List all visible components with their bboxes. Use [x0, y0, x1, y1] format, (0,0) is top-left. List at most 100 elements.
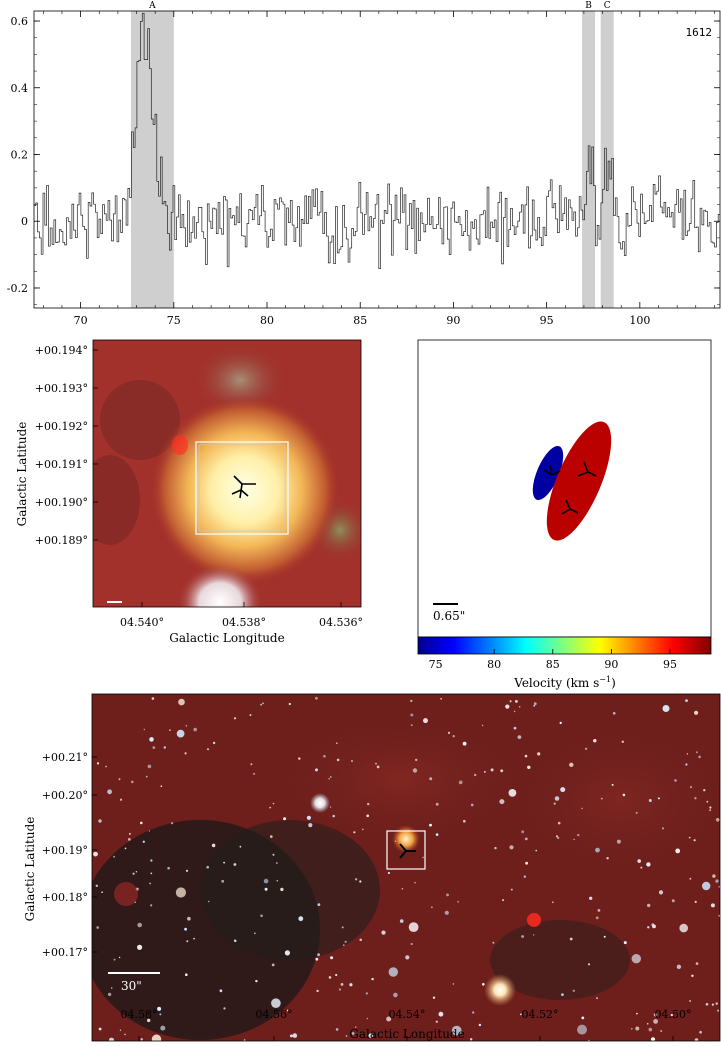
- colorbar-tick-label: 90: [604, 658, 618, 671]
- spectrum-xtick-label: 70: [74, 314, 88, 327]
- star: [187, 916, 191, 921]
- star: [393, 992, 398, 998]
- star: [410, 713, 414, 717]
- star: [361, 828, 364, 831]
- star: [206, 748, 210, 751]
- star: [354, 878, 358, 881]
- spectrum-label: 1612: [686, 26, 713, 39]
- star: [132, 872, 135, 875]
- star: [474, 773, 477, 777]
- star: [184, 752, 187, 755]
- wide-yticks: +00.21° +00.20° +00.19° +00.18° +00.17°: [42, 751, 97, 959]
- star: [386, 1016, 392, 1022]
- colorbar-tick-label: 75: [429, 658, 443, 671]
- spectrum-trace: [34, 12, 720, 269]
- star: [553, 802, 556, 805]
- star: [651, 923, 655, 927]
- star: [423, 718, 428, 724]
- star: [515, 700, 518, 703]
- star: [148, 830, 151, 832]
- star: [596, 997, 598, 999]
- region-a: [130, 11, 174, 308]
- star: [640, 866, 643, 869]
- star: [612, 712, 616, 715]
- star: [481, 724, 484, 727]
- star: [685, 763, 688, 766]
- star: [119, 1029, 122, 1031]
- star: [264, 887, 268, 891]
- star: [685, 699, 688, 702]
- star: [317, 903, 321, 906]
- star: [150, 872, 153, 875]
- star: [414, 881, 416, 884]
- star: [124, 1033, 126, 1036]
- star: [689, 877, 692, 880]
- star: [561, 993, 564, 996]
- star: [490, 768, 494, 772]
- velocity-map: 0.65" 75 80 85 90 95 Velocity (km s−1): [417, 339, 712, 690]
- spectrum-ytick-label: -0.2: [7, 282, 28, 295]
- star: [359, 938, 363, 942]
- star: [96, 926, 99, 929]
- star: [128, 832, 131, 835]
- star: [107, 992, 112, 997]
- star: [108, 1037, 115, 1041]
- star: [524, 837, 528, 841]
- star: [270, 835, 273, 838]
- star: [288, 702, 291, 706]
- star: [298, 916, 304, 922]
- wide-ytick-label: +00.17°: [42, 946, 88, 959]
- star: [661, 827, 665, 830]
- region-b: [582, 11, 596, 308]
- star: [537, 752, 541, 756]
- star: [431, 906, 433, 909]
- wide-xtick-label: 04.56°: [256, 1008, 293, 1021]
- star: [262, 702, 264, 705]
- star: [233, 717, 237, 720]
- zoom-yticks: +00.194° +00.193° +00.192° +00.191° +00.190°…: [35, 344, 98, 547]
- velocity-map-panel: 0.65" 75 80 85 90 95 Velocity (km s−1): [400, 330, 721, 690]
- star: [365, 992, 369, 995]
- bright-star: [484, 974, 516, 1006]
- star: [271, 998, 281, 1008]
- star: [193, 727, 197, 732]
- star: [653, 1019, 658, 1024]
- star: [150, 904, 153, 907]
- star: [366, 814, 370, 818]
- star: [239, 845, 242, 848]
- star: [368, 1033, 373, 1038]
- star: [513, 710, 516, 713]
- star: [131, 780, 134, 784]
- star: [163, 746, 166, 749]
- spectrum-ytick-label: 0.2: [11, 148, 29, 161]
- star: [292, 1033, 298, 1038]
- star: [637, 859, 641, 863]
- star: [446, 893, 449, 897]
- wide-xtick-label: 04.52°: [522, 1008, 559, 1021]
- star: [375, 762, 377, 765]
- star: [535, 849, 537, 852]
- star: [581, 1016, 585, 1020]
- star: [623, 941, 627, 945]
- spectrum-ytick-label: 0: [21, 215, 28, 228]
- star: [557, 836, 560, 839]
- spectrum-ytick-label: 0.4: [11, 82, 29, 95]
- star: [140, 821, 143, 825]
- star: [178, 698, 185, 706]
- spectrum-xtick-label: 90: [446, 314, 460, 327]
- star: [381, 930, 386, 935]
- star: [335, 1028, 339, 1031]
- star: [193, 937, 196, 940]
- star: [452, 735, 455, 738]
- star: [711, 1003, 715, 1006]
- star: [405, 955, 410, 960]
- wide-xticks: 04.58° 04.56° 04.54° 04.52° 04.50°: [121, 1008, 692, 1041]
- star: [341, 926, 344, 929]
- star: [518, 706, 521, 708]
- star: [96, 762, 100, 765]
- star: [499, 799, 505, 805]
- star: [500, 769, 504, 773]
- star: [710, 903, 715, 908]
- star: [694, 1038, 699, 1041]
- star: [658, 890, 664, 895]
